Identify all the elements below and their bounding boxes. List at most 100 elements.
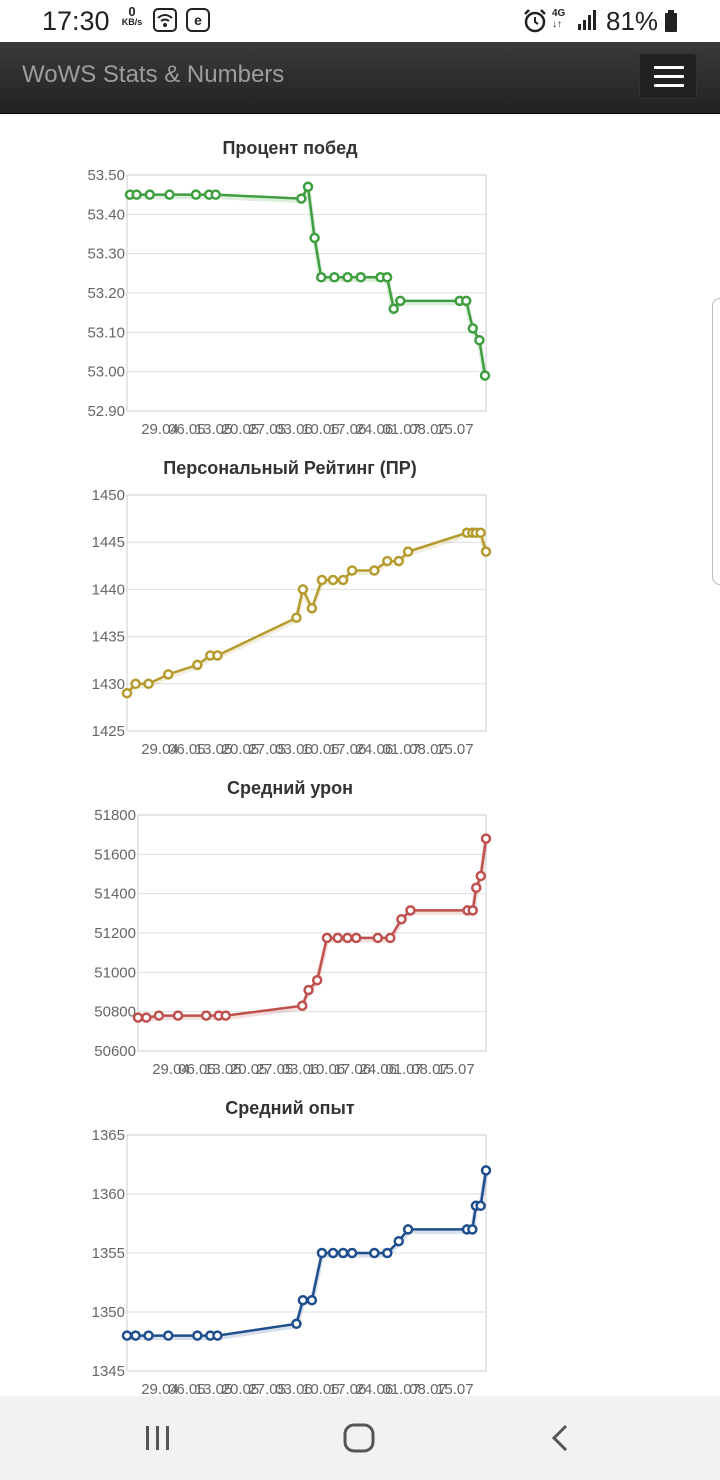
x-tick-label: 06.05 [168, 421, 206, 438]
data-point [480, 546, 492, 557]
back-icon[interactable] [548, 1423, 572, 1458]
data-point [311, 974, 323, 986]
data-point [306, 1294, 318, 1306]
plot-border [126, 1134, 487, 1372]
y-tick-label: 1430 [92, 676, 125, 693]
x-tick-label: 27.05 [248, 421, 286, 438]
x-tick-label: 17.06 [329, 421, 367, 438]
data-point [388, 303, 399, 314]
data-point [132, 1012, 144, 1023]
chart-average-damage: Средний урон 51800 51600 51400 51200 51000 50… [0, 778, 720, 1098]
x-tick-label: 08.07 [409, 421, 447, 438]
y-tick-label: 53.20 [87, 285, 125, 302]
y-tick-label: 1440 [92, 581, 125, 598]
data-point [121, 1330, 133, 1341]
data-point [309, 232, 320, 244]
net-speed-value: 0 [128, 4, 136, 19]
x-tick-label: 27.05 [248, 1381, 286, 1398]
hamburger-menu-icon[interactable] [639, 53, 697, 99]
data-point [315, 272, 327, 283]
x-tick-label: 24.06 [356, 1381, 394, 1398]
win-rate-chart-svg: 53.50 53.40 53.30 53.20 53.10 53.00 52.90 29.04… [87, 167, 491, 438]
x-tick-label: 06.05 [168, 1381, 206, 1398]
x-tick-label: 29.04 [152, 1061, 190, 1078]
y-tick-label: 1365 [92, 1127, 125, 1144]
network-type: 4G ↓↑ [552, 8, 566, 30]
data-point [467, 905, 479, 916]
data-point [190, 189, 202, 200]
x-tick-label: 17.06 [329, 741, 367, 758]
data-point [480, 833, 492, 844]
x-tick-label: 27.05 [256, 1061, 294, 1078]
x-tick-label: 13.05 [195, 1381, 233, 1398]
y-tick-label: 51800 [94, 807, 136, 824]
data-point [163, 669, 174, 680]
x-tick-label: 10.06 [302, 741, 340, 758]
navbar-brand[interactable]: WoWS Stats & Numbers [22, 61, 285, 88]
chart-title: Средний опыт [225, 1098, 355, 1118]
data-point [402, 546, 414, 557]
data-point [303, 984, 314, 996]
x-tick-label: 13.05 [195, 421, 233, 438]
data-point [355, 272, 366, 283]
data-point [405, 905, 416, 916]
data-point [291, 612, 302, 623]
data-point [296, 193, 307, 204]
data-point [382, 1247, 393, 1259]
x-tick-label: 08.07 [409, 741, 447, 758]
data-point [297, 584, 309, 595]
x-tick-label: 29.04 [141, 421, 179, 438]
x-tick-label: 03.06 [282, 1061, 320, 1078]
data-point [143, 1330, 154, 1341]
data-point [332, 932, 344, 944]
battery-icon [664, 10, 678, 37]
data-point [220, 1010, 231, 1021]
y-tick-label: 1425 [92, 723, 125, 740]
chart-title: Процент побед [222, 138, 358, 158]
alarm-icon [522, 8, 548, 39]
data-point [342, 932, 353, 944]
y-tick-label: 1350 [92, 1304, 125, 1321]
x-tick-label: 03.06 [275, 741, 313, 758]
x-tick-label: 24.06 [359, 1061, 397, 1078]
y-tick-label: 51000 [94, 964, 136, 981]
data-point [396, 913, 407, 925]
data-point [480, 1165, 492, 1176]
data-point [346, 565, 358, 576]
x-tick-label: 10.06 [302, 421, 340, 438]
x-tick-label: 13.05 [195, 741, 233, 758]
data-point [337, 574, 349, 586]
data-point [369, 565, 380, 576]
plot-border [137, 814, 487, 1052]
data-point [393, 555, 405, 567]
x-tick-label: 06.05 [168, 741, 206, 758]
x-tick-label: 29.04 [141, 741, 179, 758]
signal-icon [576, 8, 598, 37]
y-tick-label: 53.40 [87, 206, 125, 223]
wifi-icon [153, 8, 177, 37]
y-tick-label: 51600 [94, 846, 136, 863]
edge-panel-handle[interactable] [712, 298, 720, 585]
status-bar: 17:30 0 KB/s e 4G ↓↑ 81% [0, 0, 720, 42]
y-tick-label: 1445 [92, 534, 125, 551]
x-tick-label: 06.05 [178, 1061, 216, 1078]
recent-apps-icon[interactable] [143, 1424, 173, 1457]
data-point [381, 272, 393, 283]
data-point [131, 189, 142, 200]
y-tick-label: 1355 [92, 1245, 125, 1262]
data-point [130, 1330, 141, 1341]
android-navigation-bar [0, 1396, 720, 1480]
home-icon[interactable] [343, 1423, 375, 1458]
battery-percent: 81% [606, 6, 659, 36]
chart-title: Персональный Рейтинг (ПР) [163, 458, 417, 478]
data-point [212, 1330, 223, 1341]
x-tick-label: 29.04 [141, 1381, 179, 1398]
y-tick-label: 51200 [94, 925, 136, 942]
x-tick-label: 15.07 [436, 741, 474, 758]
top-navbar: WoWS Stats & Numbers [0, 42, 720, 114]
x-tick-label: 10.06 [302, 1381, 340, 1398]
data-point [302, 181, 314, 193]
network-type-label: 4G [552, 8, 566, 19]
chart-win-rate: Процент побед 53.50 53.40 53.30 53.20 53.10 5… [0, 138, 720, 458]
data-point [475, 870, 487, 882]
